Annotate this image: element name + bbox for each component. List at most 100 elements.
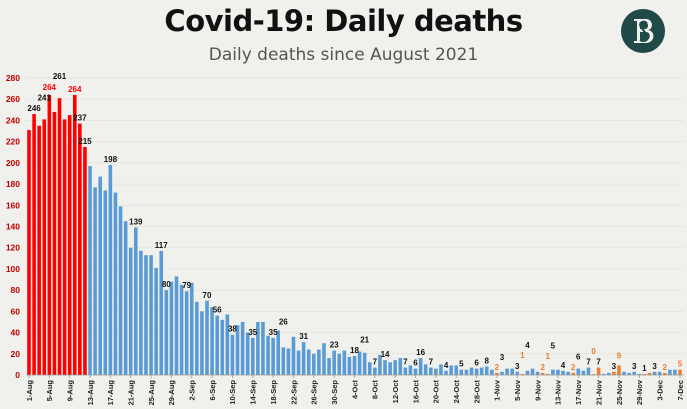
y-tick-label: 40 bbox=[11, 328, 21, 338]
bar bbox=[306, 349, 311, 375]
bar bbox=[378, 354, 382, 375]
bar bbox=[32, 114, 36, 376]
x-tick-label: 26-Sep bbox=[310, 380, 319, 405]
y-tick-label: 280 bbox=[6, 73, 20, 83]
bar bbox=[607, 372, 611, 375]
data-label: 26 bbox=[279, 317, 288, 326]
x-tick-label: 5-Nov bbox=[513, 379, 522, 401]
data-label: 3 bbox=[612, 362, 617, 371]
bar bbox=[144, 255, 148, 375]
bar bbox=[67, 115, 72, 375]
bar bbox=[418, 358, 423, 375]
x-tick-label: 8-Oct bbox=[371, 379, 380, 399]
x-tick-label: 9-Nov bbox=[533, 379, 542, 401]
data-label: 5 bbox=[551, 342, 556, 351]
bar bbox=[179, 284, 184, 375]
data-label: 18 bbox=[350, 346, 359, 355]
bar bbox=[525, 370, 530, 375]
logo-monogram-s bbox=[639, 20, 649, 43]
bar bbox=[556, 369, 560, 375]
bar bbox=[662, 372, 667, 375]
data-label: 3 bbox=[515, 362, 520, 371]
bar bbox=[62, 119, 67, 375]
bar bbox=[657, 371, 662, 375]
bar bbox=[444, 370, 448, 375]
data-label: 2 bbox=[663, 363, 668, 372]
data-label: 7 bbox=[596, 358, 601, 367]
bar bbox=[459, 369, 464, 375]
bar bbox=[312, 353, 316, 375]
bar bbox=[383, 360, 387, 375]
bar bbox=[515, 371, 520, 375]
bar bbox=[393, 360, 397, 375]
bar bbox=[627, 372, 631, 375]
bar bbox=[596, 367, 601, 375]
bar bbox=[154, 267, 158, 375]
bar bbox=[205, 300, 209, 375]
x-tick-label: 14-Sep bbox=[249, 380, 258, 405]
bar bbox=[337, 353, 342, 375]
bar bbox=[57, 98, 62, 376]
data-label: 1 bbox=[520, 351, 525, 360]
y-tick-label: 100 bbox=[6, 264, 20, 274]
bar bbox=[220, 319, 225, 375]
bar bbox=[617, 365, 621, 375]
data-label: 4 bbox=[444, 361, 449, 370]
bar bbox=[215, 315, 219, 375]
bar bbox=[571, 372, 576, 375]
data-label: 70 bbox=[203, 291, 212, 300]
bar bbox=[276, 330, 281, 375]
y-tick-label: 20 bbox=[11, 349, 21, 359]
x-tick-label: 18-Sep bbox=[269, 380, 278, 405]
y-tick-label: 240 bbox=[6, 115, 20, 125]
data-label: 5 bbox=[459, 360, 464, 369]
bar bbox=[245, 332, 250, 375]
bar bbox=[388, 362, 392, 375]
data-label: 2 bbox=[495, 363, 500, 372]
data-label: 117 bbox=[155, 241, 168, 250]
brand-logo bbox=[621, 9, 665, 53]
data-label: 6 bbox=[474, 359, 479, 368]
bar bbox=[266, 335, 270, 375]
y-tick-label: 120 bbox=[6, 243, 20, 253]
bar bbox=[72, 94, 77, 375]
bar bbox=[93, 187, 97, 375]
bar bbox=[98, 176, 103, 375]
bar bbox=[261, 321, 265, 375]
bar bbox=[367, 362, 372, 375]
data-label: 198 bbox=[104, 155, 118, 164]
bar bbox=[134, 227, 138, 375]
bar bbox=[149, 255, 153, 375]
bar bbox=[108, 164, 113, 375]
data-label: 139 bbox=[129, 218, 143, 227]
data-label: 264 bbox=[68, 85, 82, 94]
bar bbox=[47, 94, 52, 375]
bar bbox=[357, 351, 362, 375]
bar bbox=[637, 373, 642, 375]
bar bbox=[235, 325, 240, 375]
bar bbox=[469, 367, 474, 375]
data-label: 264 bbox=[43, 83, 57, 92]
data-label: 21 bbox=[360, 336, 369, 345]
bar bbox=[128, 247, 133, 375]
x-tick-label: 12-Oct bbox=[391, 379, 400, 403]
bar bbox=[42, 119, 47, 375]
bar bbox=[250, 337, 255, 375]
bar bbox=[240, 321, 245, 375]
x-tick-label: 2-Sep bbox=[188, 380, 197, 401]
bar bbox=[434, 368, 438, 375]
data-label: 237 bbox=[73, 114, 87, 123]
data-label: 56 bbox=[213, 306, 222, 315]
bar bbox=[551, 369, 555, 375]
data-label: 2 bbox=[571, 363, 576, 372]
bar bbox=[566, 371, 570, 375]
data-label: 0 bbox=[591, 347, 596, 356]
bar bbox=[281, 347, 286, 375]
data-label: 6 bbox=[576, 353, 581, 362]
bar bbox=[342, 350, 347, 375]
x-tick-label: 21-Nov bbox=[594, 379, 603, 405]
bar bbox=[189, 282, 194, 375]
bar bbox=[347, 356, 352, 375]
x-tick-label: 13-Aug bbox=[86, 380, 95, 406]
x-tick-label: 7-Dec bbox=[676, 380, 685, 400]
